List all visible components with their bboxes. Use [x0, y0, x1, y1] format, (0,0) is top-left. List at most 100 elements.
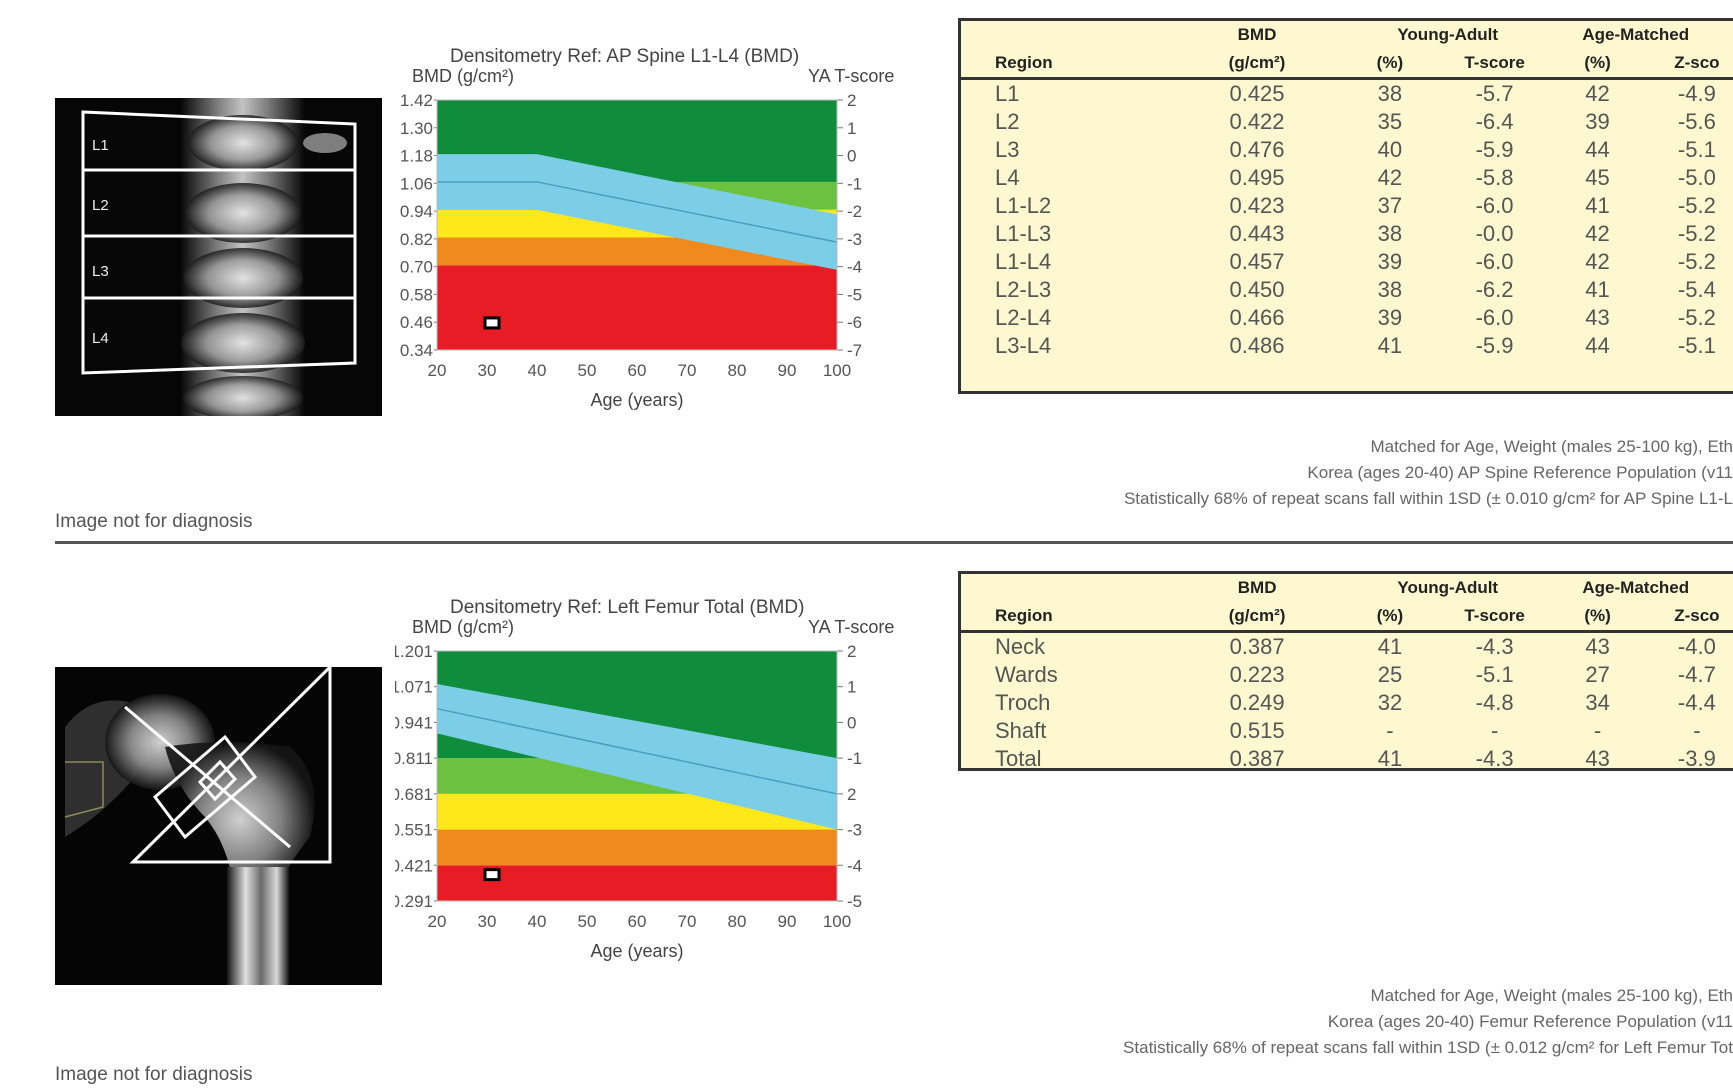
footnote-line: Statistically 68% of repeat scans fall w…	[1123, 489, 1733, 508]
spine-chart-title: Densitometry Ref: AP Spine L1-L4 (BMD)	[450, 46, 800, 67]
x-tick-label: 80	[728, 361, 747, 380]
value-cell: 42	[1585, 81, 1610, 106]
value-cell: -0.0	[1475, 221, 1514, 246]
value-cell: 38	[1377, 277, 1403, 302]
table-column-header: (%)	[1552, 602, 1643, 633]
y2-tick-label: -1	[847, 174, 862, 193]
region-cell: Wards	[995, 662, 1058, 687]
zone-band-osteoporosis	[437, 265, 837, 350]
y2-tick-label: -3	[847, 230, 862, 249]
y2-tick-label: 1	[847, 678, 856, 697]
footnote-line: Matched for Age, Weight (males 25-100 kg…	[1370, 986, 1733, 1005]
y-tick-label: 1.30	[400, 119, 433, 138]
table-row: L3-L4 0.486 41 -5.9 44 -5.1	[961, 332, 1733, 360]
spine-report-section: L1 L2 L3 L4 Image not for diagnosis Dens…	[0, 0, 1733, 540]
table-row: L2-L3 0.450 38 -6.2 41 -5.4	[961, 276, 1733, 304]
femur-chart-title: Densitometry Ref: Left Femur Total (BMD)	[450, 597, 805, 618]
value-cell: -6.0	[1475, 193, 1514, 218]
femur-y-axis-label: BMD (g/cm²)	[412, 617, 514, 637]
region-cell: L1-L3	[995, 221, 1052, 246]
value-cell: -5.9	[1475, 137, 1514, 162]
table-row: L1 0.425 38 -5.7 42 -4.9	[961, 80, 1733, 108]
x-tick-label: 70	[678, 912, 697, 931]
femur-report-section: Image not for diagnosis Densitometry Ref…	[0, 543, 1733, 1088]
value-cell: 0.457	[1229, 249, 1285, 274]
table-column-header: Region	[961, 49, 1171, 80]
y2-tick-label: -7	[847, 341, 862, 360]
value-cell: 39	[1585, 109, 1610, 134]
value-cell: 0.223	[1229, 662, 1285, 687]
vertebra-label-l1: L1	[92, 137, 109, 154]
vertebra-label-l3: L3	[92, 263, 109, 280]
value-cell: -6.2	[1475, 277, 1514, 302]
value-cell: 41	[1585, 277, 1610, 302]
x-axis-label: Age (years)	[590, 390, 683, 410]
value-cell: -6.0	[1475, 249, 1514, 274]
region-cell: L1	[995, 81, 1020, 106]
reference-band	[437, 683, 837, 830]
x-tick-label: 70	[678, 361, 697, 380]
value-cell: 0.476	[1229, 137, 1285, 162]
table-group-header: Age-Matched	[1582, 25, 1690, 44]
value-cell: 34	[1585, 690, 1610, 715]
value-cell: 37	[1377, 193, 1403, 218]
y2-tick-label: 2	[847, 642, 856, 661]
region-cell: L3	[995, 137, 1020, 162]
y-tick-label: 1.06	[400, 174, 433, 193]
x-tick-label: 40	[528, 361, 547, 380]
value-cell: -6.0	[1475, 305, 1514, 330]
value-cell: 38	[1377, 81, 1403, 106]
value-cell: -5.1	[1475, 662, 1514, 687]
x-tick-label: 90	[778, 361, 797, 380]
femur-results-table: BMD Young-Adult Age-Matched Region (g/cm…	[958, 571, 1733, 771]
femur-dxa-image	[55, 667, 382, 985]
value-cell: 0.443	[1229, 221, 1285, 246]
value-cell: 39	[1377, 305, 1403, 330]
y-tick-label: 0.291	[395, 892, 433, 911]
value-cell: 0.422	[1229, 109, 1285, 134]
x-tick-label: 50	[578, 912, 597, 931]
spine-scan-graphic: L1 L2 L3 L4	[55, 98, 382, 416]
table-column-header: Region	[961, 602, 1172, 633]
table-row: L2-L4 0.466 39 -6.0 43 -5.2	[961, 304, 1733, 332]
spine-disclaimer: Image not for diagnosis	[55, 511, 253, 532]
reference-mean-line	[437, 181, 838, 243]
region-cell: Neck	[995, 634, 1046, 659]
table-column-header: (%)	[1343, 49, 1437, 80]
y-tick-label: 0.46	[400, 313, 433, 332]
femur-footnotes: Matched for Age, Weight (males 25-100 kg…	[1123, 983, 1733, 1061]
value-cell: 25	[1377, 662, 1403, 687]
footnote-line: Statistically 68% of repeat scans fall w…	[1123, 1038, 1733, 1057]
value-cell: -	[1693, 718, 1701, 743]
value-cell: 0.249	[1229, 690, 1285, 715]
x-tick-label: 30	[478, 912, 497, 931]
value-cell: 0.425	[1229, 81, 1285, 106]
region-cell: L3-L4	[995, 333, 1052, 358]
y-tick-label: 0.70	[400, 258, 433, 277]
x-tick-label: 100	[823, 361, 851, 380]
value-cell: -5.2	[1677, 221, 1716, 246]
y-tick-label: 0.941	[395, 713, 433, 732]
value-cell: 42	[1377, 165, 1403, 190]
value-cell: -4.7	[1677, 662, 1716, 687]
x-tick-label: 60	[628, 912, 647, 931]
value-cell: -5.1	[1677, 333, 1716, 358]
zone-band-moderate	[437, 829, 837, 866]
y-tick-label: 0.82	[400, 230, 433, 249]
footnote-line: Korea (ages 20-40) AP Spine Reference Po…	[1307, 463, 1733, 482]
table-group-header: Young-Adult	[1397, 25, 1499, 44]
y2-tick-label: 2	[847, 91, 856, 110]
region-cell: Troch	[995, 690, 1051, 715]
footnote-line: Matched for Age, Weight (males 25-100 kg…	[1370, 437, 1733, 456]
femur-bmd-chart: 1.201 1.071 0.941 0.811 0.681 0.551 0.421 0.291…	[395, 642, 862, 961]
value-cell: 43	[1585, 634, 1610, 659]
region-cell: L2	[995, 109, 1020, 134]
y-tick-label: 1.18	[400, 147, 433, 166]
y-tick-label: 1.071	[395, 678, 433, 697]
table-row: Shaft 0.515 - - - -	[961, 717, 1733, 745]
value-cell: 0.387	[1229, 746, 1285, 771]
value-cell: 41	[1377, 634, 1403, 659]
value-cell: -	[1386, 718, 1394, 743]
table-row: L4 0.495 42 -5.8 45 -5.0	[961, 164, 1733, 192]
value-cell: -5.6	[1677, 109, 1716, 134]
